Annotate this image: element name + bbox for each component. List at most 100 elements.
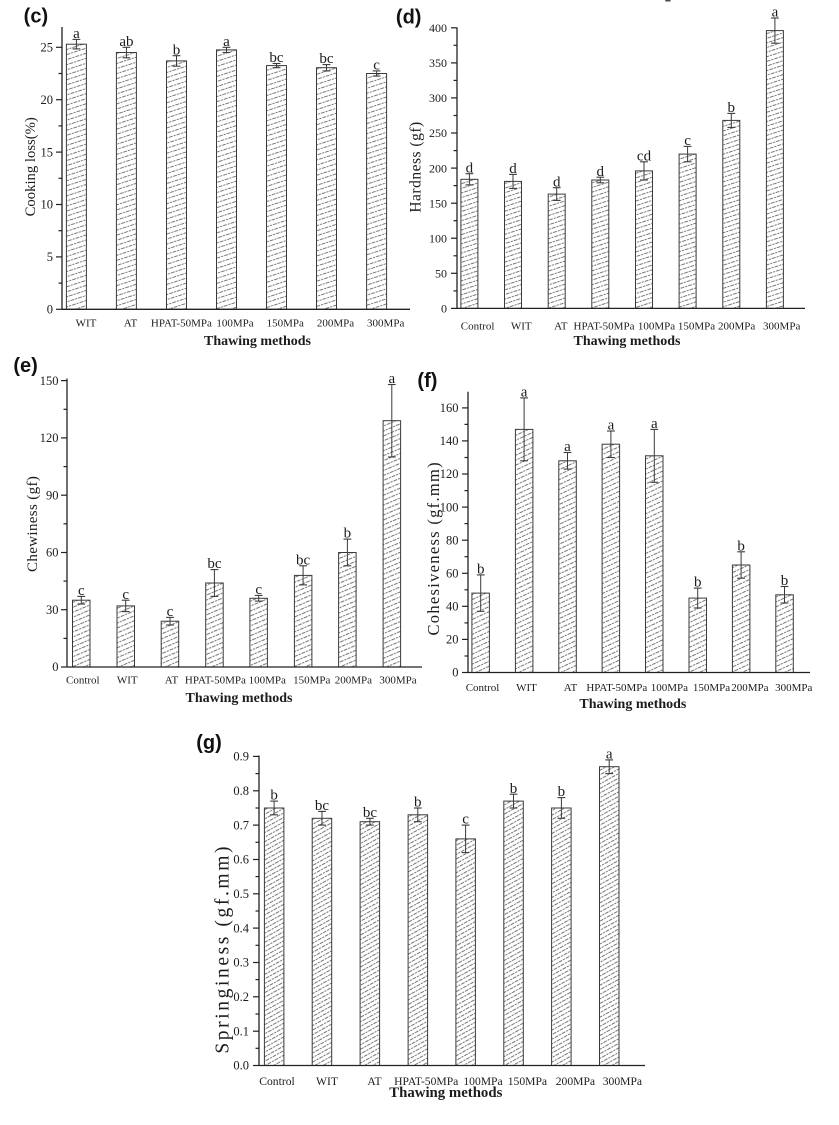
svg-text:0: 0 (52, 660, 58, 674)
svg-text:90: 90 (46, 488, 59, 502)
svg-text:c: c (373, 58, 380, 74)
svg-text:200MPa: 200MPa (718, 321, 755, 333)
svg-text:bc: bc (207, 556, 222, 572)
svg-text:200MPa: 200MPa (317, 318, 354, 330)
svg-text:HPAT-50MPa: HPAT-50MPa (151, 318, 212, 330)
svg-text:0: 0 (452, 666, 458, 680)
svg-text:250: 250 (429, 126, 447, 140)
svg-text:(c): (c) (24, 5, 48, 27)
svg-text:300MPa: 300MPa (763, 321, 800, 333)
svg-text:5: 5 (47, 250, 53, 264)
svg-text:200MPa: 200MPa (556, 1075, 595, 1088)
svg-text:Thawing methods: Thawing methods (574, 334, 682, 349)
svg-text:b: b (477, 562, 485, 578)
svg-text:0.9: 0.9 (233, 750, 249, 764)
svg-text:WIT: WIT (511, 321, 532, 333)
svg-text:a: a (608, 418, 615, 434)
svg-text:0: 0 (47, 303, 53, 317)
svg-text:WIT: WIT (316, 1075, 338, 1088)
svg-text:25: 25 (41, 41, 54, 55)
svg-text:AT: AT (124, 318, 138, 330)
svg-text:300MPa: 300MPa (379, 675, 416, 687)
svg-text:c: c (255, 582, 262, 598)
svg-text:150MPa: 150MPa (678, 321, 715, 333)
svg-text:0.2: 0.2 (233, 990, 249, 1004)
svg-text:HPAT-50MPa: HPAT-50MPa (185, 675, 246, 687)
svg-text:0.3: 0.3 (233, 956, 249, 970)
svg-text:AT: AT (165, 675, 179, 687)
svg-text:100: 100 (429, 231, 447, 245)
svg-text:30: 30 (46, 603, 59, 617)
svg-text:80: 80 (446, 533, 459, 547)
svg-text:10: 10 (41, 198, 54, 212)
svg-text:Chewiness (gf): Chewiness (gf) (25, 476, 41, 572)
svg-text:Thawing methods: Thawing methods (204, 334, 312, 349)
svg-text:40: 40 (446, 600, 459, 614)
svg-text:d: d (466, 160, 474, 176)
svg-text:300: 300 (429, 91, 447, 105)
svg-text:HPAT-50MPa: HPAT-50MPa (394, 1075, 458, 1088)
svg-text:b: b (510, 781, 518, 797)
svg-text:a: a (388, 371, 395, 387)
svg-text:Control: Control (66, 675, 100, 687)
svg-text:300MPa: 300MPa (367, 318, 404, 330)
svg-text:150MPa: 150MPa (693, 682, 730, 694)
svg-text:b: b (694, 575, 702, 591)
svg-text:a: a (606, 747, 613, 763)
svg-text:Control: Control (466, 682, 500, 694)
svg-text:b: b (781, 573, 789, 589)
svg-text:b: b (173, 42, 181, 58)
svg-text:d: d (597, 164, 605, 180)
svg-text:c: c (462, 812, 469, 828)
svg-text:HPAT-50MPa: HPAT-50MPa (574, 321, 635, 333)
svg-text:Cooking loss(%): Cooking loss(%) (23, 117, 39, 216)
svg-text:a: a (651, 416, 658, 432)
svg-text:20: 20 (41, 93, 54, 107)
svg-text:bc: bc (296, 552, 311, 568)
svg-text:WIT: WIT (76, 318, 97, 330)
svg-text:b: b (558, 784, 566, 800)
svg-text:b: b (270, 788, 278, 804)
svg-text:100MPa: 100MPa (651, 682, 688, 694)
svg-text:150: 150 (40, 374, 59, 388)
svg-text:150MPa: 150MPa (293, 675, 330, 687)
svg-text:AT: AT (554, 321, 568, 333)
svg-text:0.7: 0.7 (233, 818, 249, 832)
svg-text:bc: bc (269, 50, 284, 66)
svg-text:20: 20 (446, 633, 459, 647)
svg-text:Thawing methods: Thawing methods (389, 1085, 502, 1101)
svg-text:400: 400 (429, 21, 447, 35)
svg-text:a: a (73, 26, 80, 42)
svg-text:c: c (684, 133, 691, 149)
svg-text:120: 120 (40, 431, 59, 445)
svg-text:Hardness (gf): Hardness (gf) (408, 121, 425, 212)
svg-text:a: a (223, 34, 230, 50)
svg-text:0.1: 0.1 (233, 1024, 249, 1038)
svg-text:b: b (737, 538, 745, 554)
svg-text:100MPa: 100MPa (638, 321, 675, 333)
svg-text:Control: Control (259, 1075, 294, 1088)
svg-text:Control: Control (461, 321, 495, 333)
svg-text:WIT: WIT (516, 682, 537, 694)
svg-text:100MPa: 100MPa (216, 318, 253, 330)
svg-text:160: 160 (440, 401, 459, 415)
svg-text:AT: AT (564, 682, 578, 694)
svg-text:WIT: WIT (117, 675, 138, 687)
svg-text:b: b (414, 795, 422, 811)
svg-text:60: 60 (46, 546, 59, 560)
svg-text:HPAT-50MPa: HPAT-50MPa (586, 682, 647, 694)
svg-text:0.8: 0.8 (233, 784, 249, 798)
svg-text:ab: ab (119, 34, 133, 50)
svg-text:a: a (564, 439, 571, 455)
svg-text:d: d (509, 161, 517, 177)
svg-text:AT: AT (367, 1075, 381, 1088)
svg-text:100MPa: 100MPa (463, 1075, 502, 1088)
svg-text:200: 200 (429, 161, 447, 175)
svg-text:c: c (78, 583, 85, 599)
svg-text:(f): (f) (417, 370, 437, 392)
svg-text:200MPa: 200MPa (335, 675, 372, 687)
svg-text:150: 150 (429, 196, 447, 210)
svg-text:0.0: 0.0 (233, 1059, 249, 1073)
svg-text:bc: bc (363, 805, 378, 821)
svg-text:Springiness (gf.mm): Springiness (gf.mm) (212, 844, 233, 1054)
